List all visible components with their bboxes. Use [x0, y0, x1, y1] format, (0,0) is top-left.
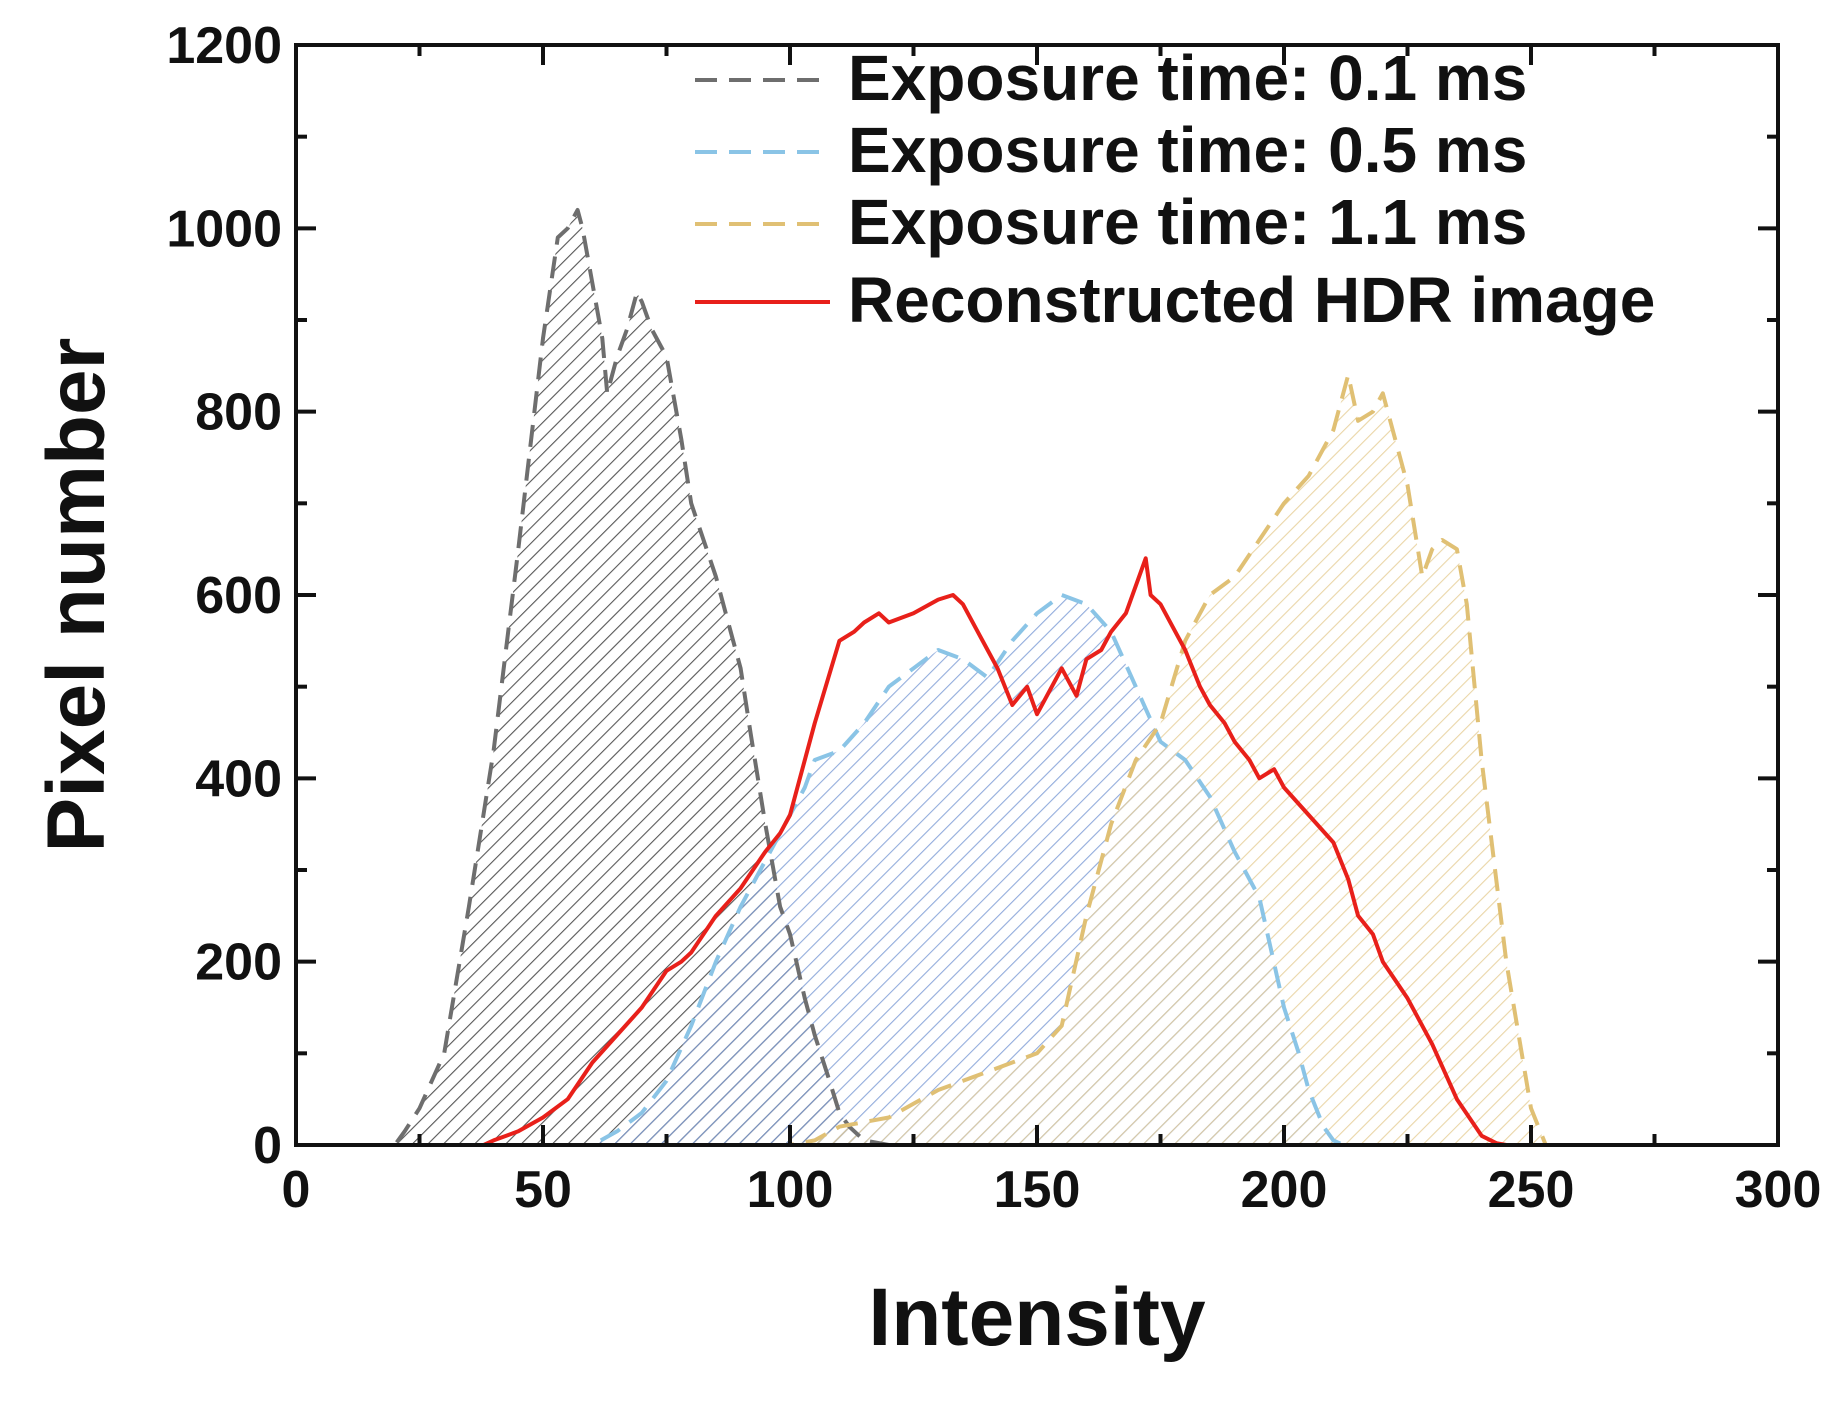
series-line-exposure-time-0-5-ms [296, 593, 1561, 1145]
y-axis-title: Pixel number [31, 338, 122, 853]
x-tick-label: 100 [747, 1161, 834, 1219]
x-tick-label: 200 [1241, 1161, 1328, 1219]
x-tick-label: 300 [1735, 1161, 1822, 1219]
series-fill-exposure-time-1-1-ms [296, 375, 1561, 1145]
y-tick-label: 1200 [166, 17, 282, 75]
x-tick-label: 150 [994, 1161, 1081, 1219]
y-tick-label: 200 [195, 934, 282, 992]
series-fill-exposure-time-0-1-ms [296, 210, 1561, 1145]
legend-label: Exposure time: 0.5 ms [848, 114, 1527, 186]
y-axis-ticks: 0 200 400 600 800 1000 1200 [166, 17, 1778, 1175]
y-tick-label: 400 [195, 750, 282, 808]
series-lines [296, 208, 1561, 1145]
series-line-reconstructed-hdr-image [296, 556, 1561, 1145]
x-tick-label: 50 [514, 1161, 572, 1219]
series-line-exposure-time-0-1-ms [296, 208, 1561, 1145]
legend-label: Reconstructed HDR image [848, 264, 1655, 336]
series-fills [296, 210, 1561, 1145]
series-line-exposure-time-1-1-ms [296, 373, 1561, 1145]
legend-label: Exposure time: 1.1 ms [848, 186, 1527, 258]
y-tick-label: 0 [253, 1117, 282, 1175]
legend-label: Exposure time: 0.1 ms [848, 42, 1527, 114]
y-tick-label: 800 [195, 384, 282, 442]
x-tick-label: 250 [1488, 1161, 1575, 1219]
y-tick-label: 600 [195, 567, 282, 625]
x-axis-title: Intensity [868, 1272, 1206, 1363]
x-axis-ticks: 0 50 100 150 200 250 300 [282, 45, 1822, 1219]
x-tick-label: 0 [282, 1161, 311, 1219]
y-tick-label: 1000 [166, 200, 282, 258]
